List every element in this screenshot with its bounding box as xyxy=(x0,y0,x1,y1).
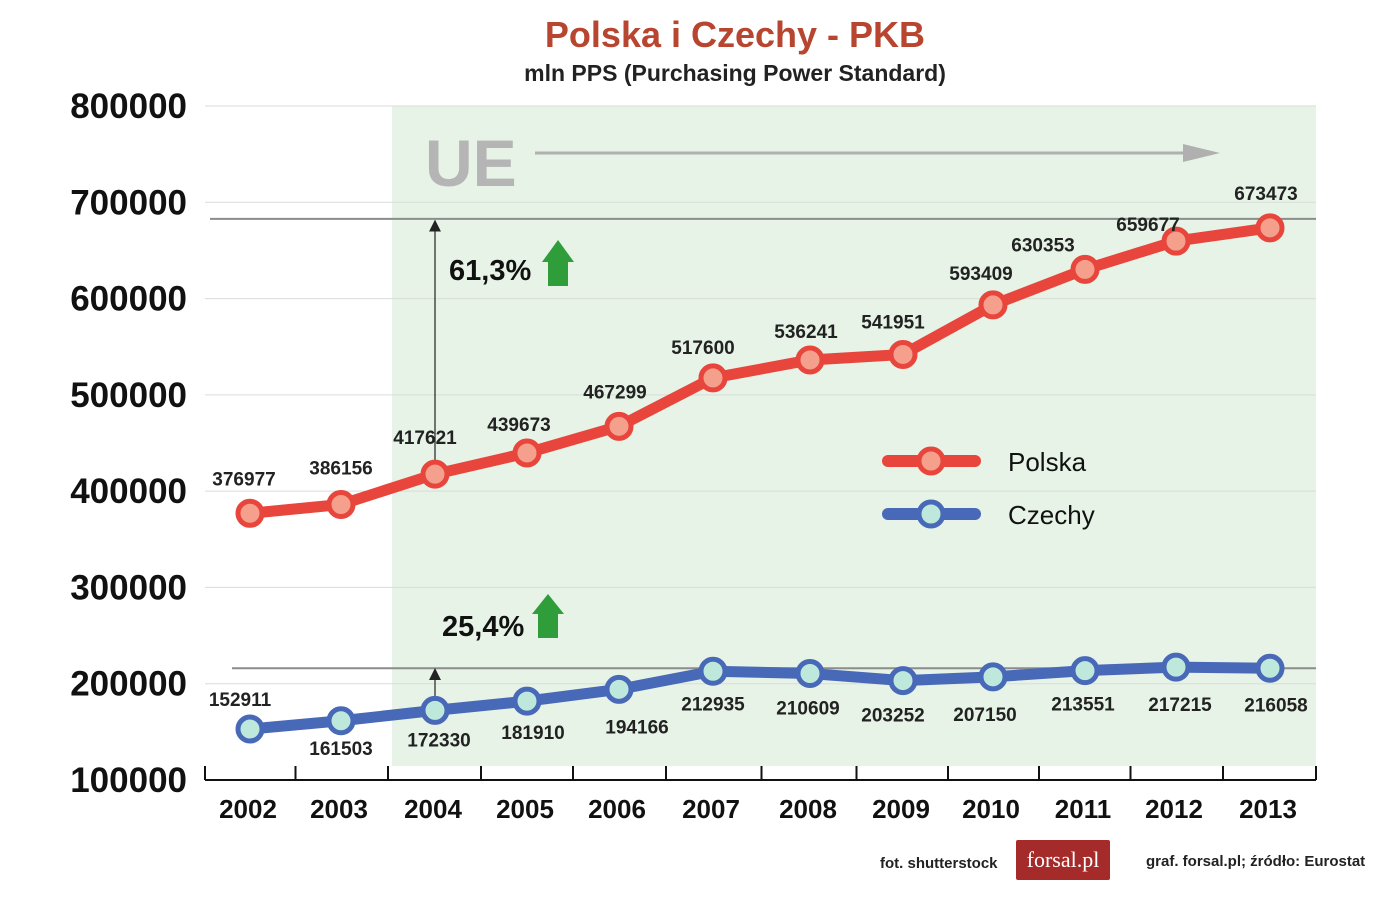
x-tick-label: 2010 xyxy=(962,794,1020,824)
y-tick-label: 500000 xyxy=(70,376,187,415)
polska-point xyxy=(326,489,356,519)
polska-data-label: 630353 xyxy=(1011,235,1074,256)
czechy-point xyxy=(888,666,918,696)
x-tick-label: 2005 xyxy=(496,794,554,824)
polska-line xyxy=(244,222,1276,519)
legend-czechy-marker xyxy=(916,499,946,529)
czechy-data-label: 212935 xyxy=(681,694,745,715)
x-tick-label: 2006 xyxy=(588,794,646,824)
growth-annotations: 61,3% 25,4% xyxy=(442,240,574,643)
photo-credit: fot. shutterstock xyxy=(880,855,998,872)
x-tick-label: 2012 xyxy=(1145,794,1203,824)
polska-point xyxy=(1255,213,1285,243)
czechy-data-label: 217215 xyxy=(1148,695,1212,716)
czechy-point xyxy=(1255,653,1285,683)
czechy-data-label: 216058 xyxy=(1244,695,1307,716)
polska-point xyxy=(420,459,450,489)
czechy-point xyxy=(235,714,265,744)
czechy-point xyxy=(698,656,728,686)
polska-point xyxy=(978,290,1008,320)
polska-data-label: 593409 xyxy=(949,264,1012,285)
source-credit: graf. forsal.pl; źródło: Eurostat xyxy=(1146,853,1366,870)
ue-arrow-head xyxy=(1183,144,1220,162)
legend-polska-marker xyxy=(916,446,946,476)
eu-period-background xyxy=(392,106,1316,766)
y-tick-label: 700000 xyxy=(70,183,187,222)
y-tick-label: 400000 xyxy=(70,472,187,511)
x-tick-label: 2007 xyxy=(682,794,740,824)
czechy-point xyxy=(795,658,825,688)
y-tick-label: 600000 xyxy=(70,280,187,319)
ue-label: UE xyxy=(425,126,517,200)
legend-czechy-label: Czechy xyxy=(1008,500,1095,530)
czechy-data-label: 161503 xyxy=(309,739,372,760)
czechy-data-label: 210609 xyxy=(776,698,839,719)
czechy-point xyxy=(1070,656,1100,686)
polska-point xyxy=(795,345,825,375)
y-tick-label: 300000 xyxy=(70,568,187,607)
forsal-logo[interactable]: forsal.pl xyxy=(1016,840,1110,880)
polska-point xyxy=(235,498,265,528)
czechy-point xyxy=(326,706,356,736)
polska-growth-label: 61,3% xyxy=(449,255,531,287)
x-tick-label: 2002 xyxy=(219,794,277,824)
y-tick-label: 200000 xyxy=(70,665,187,704)
x-tick-label: 2013 xyxy=(1239,794,1297,824)
polska-point xyxy=(604,411,634,441)
polska-data-label: 536241 xyxy=(774,322,838,343)
polska-data-label: 659677 xyxy=(1116,215,1179,236)
czechy-point xyxy=(978,662,1008,692)
czechy-data-label: 172330 xyxy=(407,730,470,751)
czechy-data-label: 194166 xyxy=(605,717,668,738)
polska-data-label: 467299 xyxy=(583,382,646,403)
polska-data-label: 417621 xyxy=(393,428,457,449)
x-tick-label: 2003 xyxy=(310,794,368,824)
czechy-data-label: 213551 xyxy=(1051,695,1115,716)
legend: Polska Czechy xyxy=(882,446,1095,530)
czechy-point xyxy=(604,674,634,704)
x-tick-label: 2011 xyxy=(1055,794,1111,824)
chart-title: Polska i Czechy - PKB xyxy=(544,14,926,55)
polska-data-label: 673473 xyxy=(1234,184,1297,205)
czechy-growth-arrow-icon xyxy=(532,594,564,638)
series-layer: 376977 386156 417621 439673 467299 517600 5362… xyxy=(209,184,1308,760)
y-tick-label: 800000 xyxy=(70,87,187,126)
czechy-point xyxy=(512,686,542,716)
polska-data-label: 376977 xyxy=(212,469,275,490)
czechy-point xyxy=(1161,652,1191,682)
czechy-data-label: 181910 xyxy=(501,723,564,744)
x-tick-label: 2004 xyxy=(404,794,462,824)
czechy-growth-label: 25,4% xyxy=(442,611,524,643)
czechy-data-label: 207150 xyxy=(953,705,1016,726)
polska-data-label: 439673 xyxy=(487,415,550,436)
czechy-data-label: 152911 xyxy=(209,690,272,711)
polska-point xyxy=(1070,254,1100,284)
x-tick-label: 2008 xyxy=(779,794,837,824)
polska-data-label: 541951 xyxy=(861,312,925,333)
y-tick-label: 100000 xyxy=(70,761,187,800)
polska-data-label: 386156 xyxy=(309,458,372,479)
polska-point xyxy=(1161,226,1191,256)
polska-growth-arrow-icon xyxy=(542,240,574,286)
axes: 100000 200000 300000 400000 500000 600000 7000… xyxy=(70,87,1317,824)
polska-data-label: 517600 xyxy=(671,338,734,359)
czechy-point xyxy=(420,695,450,725)
chart-subtitle: mln PPS (Purchasing Power Standard) xyxy=(524,60,946,86)
czechy-line xyxy=(244,661,1276,735)
polska-point xyxy=(698,363,728,393)
polska-point xyxy=(512,438,542,468)
ue-annotation: UE xyxy=(425,126,1220,200)
polska-point xyxy=(888,339,918,369)
legend-polska-label: Polska xyxy=(1008,447,1087,477)
x-tick-label: 2009 xyxy=(872,794,930,824)
czechy-data-label: 203252 xyxy=(861,706,924,727)
